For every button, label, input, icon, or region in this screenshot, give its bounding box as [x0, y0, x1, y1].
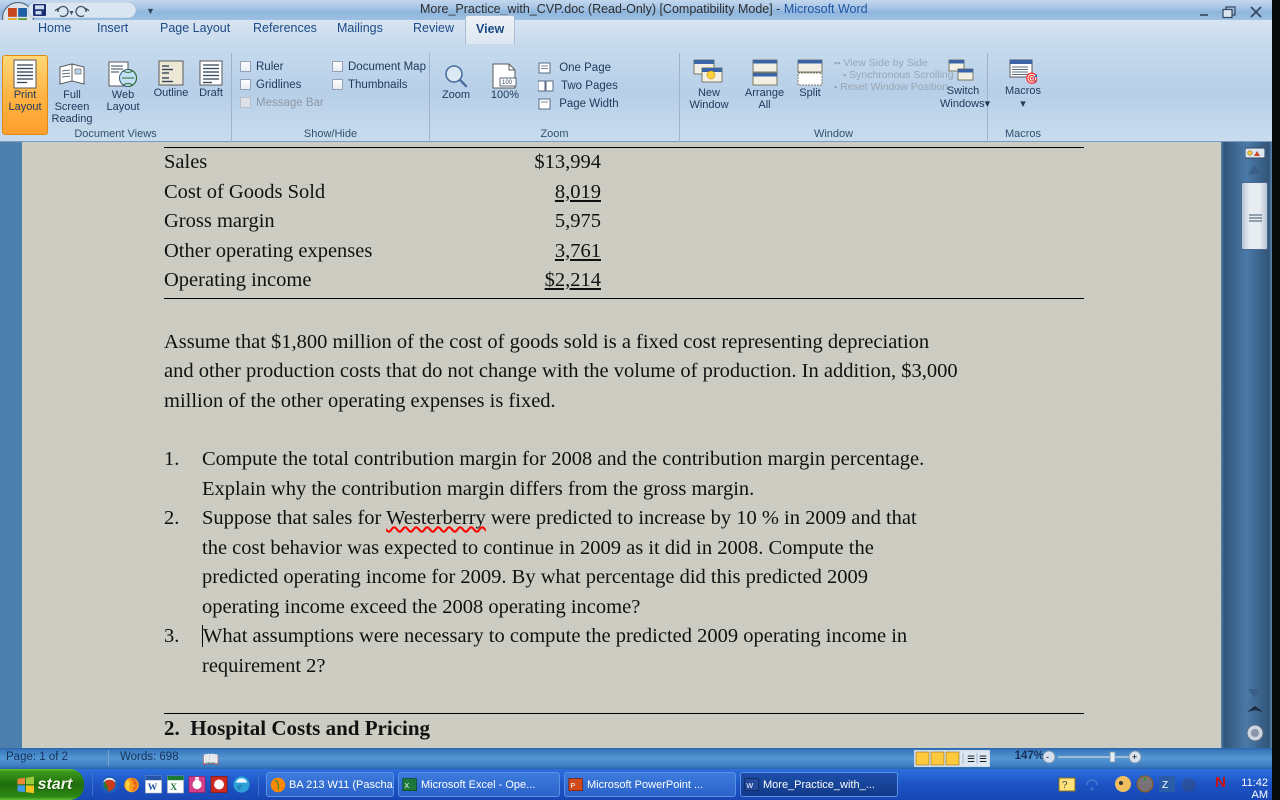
- svg-text:100: 100: [502, 80, 513, 86]
- svg-text:?: ?: [1062, 780, 1068, 791]
- svg-text:P: P: [570, 781, 575, 790]
- svg-text:X: X: [404, 781, 409, 790]
- svg-text:W: W: [148, 783, 158, 793]
- svg-text:e: e: [238, 783, 242, 793]
- svg-text:Z: Z: [1162, 780, 1168, 791]
- svg-text:☰: ☰: [967, 754, 975, 764]
- svg-text:-: -: [1046, 752, 1049, 762]
- svg-text:▼: ▼: [146, 6, 155, 16]
- svg-text:▼: ▼: [68, 10, 75, 17]
- svg-text:W: W: [746, 781, 753, 790]
- svg-text:☰: ☰: [979, 754, 987, 764]
- svg-text:X: X: [170, 783, 177, 793]
- svg-text:🎯: 🎯: [1025, 72, 1037, 85]
- svg-text:+: +: [1132, 752, 1137, 762]
